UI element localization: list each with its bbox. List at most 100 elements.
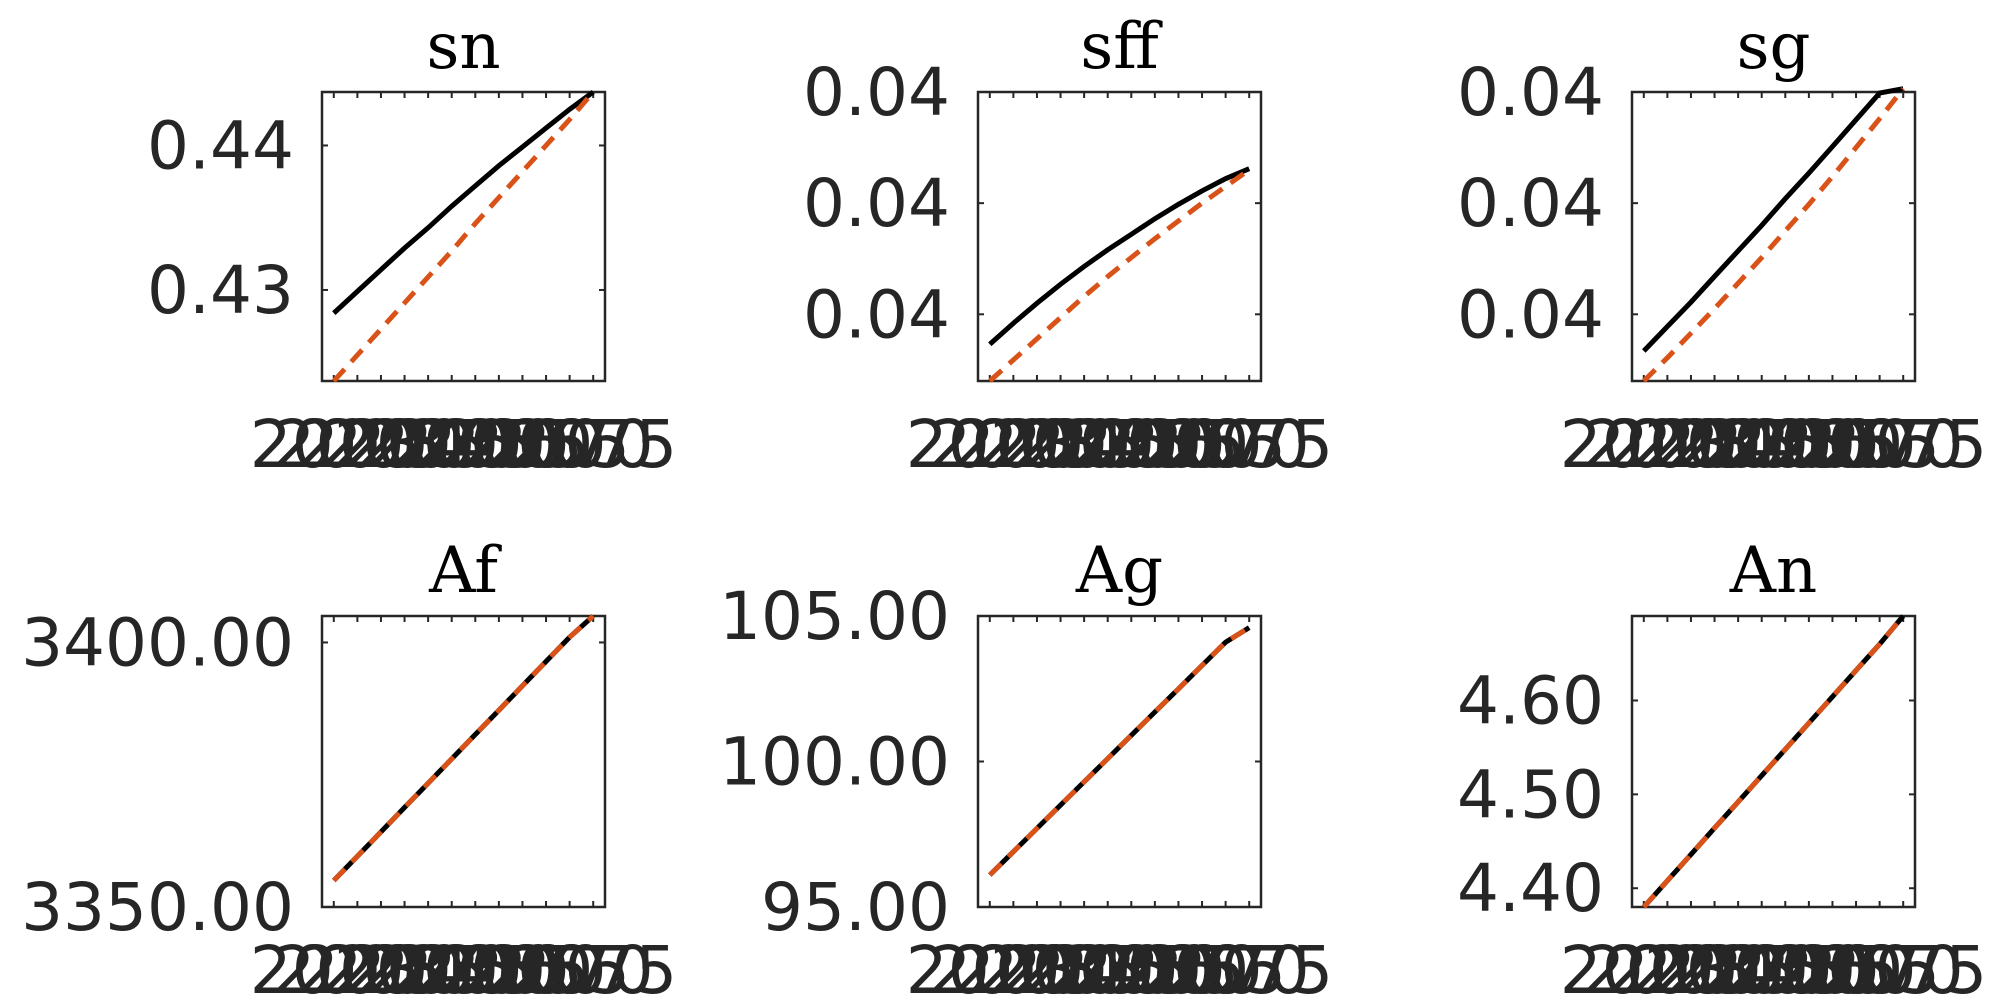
x-tick-label: 2075: [509, 932, 677, 1004]
series-line-dashed: [988, 625, 1251, 877]
series-line-dashed: [1642, 87, 1906, 383]
x-tick-label: 2045: [1678, 932, 1846, 1004]
x-tick-label: 2040: [1000, 932, 1168, 1004]
x-tick-label: 2030: [1607, 932, 1775, 1004]
x-tick-label: 2025: [273, 932, 441, 1004]
y-tick-label: 0.43: [147, 252, 294, 329]
subplot-title: Af: [428, 534, 502, 608]
x-tick-label: 2030: [1607, 406, 1775, 483]
x-tick-label: 2070: [486, 932, 654, 1004]
x-tick-label: 2020: [906, 932, 1074, 1004]
subplot-title: An: [1729, 534, 1817, 608]
y-tick-label: 0.04: [803, 276, 950, 353]
subplot-title: sff: [1080, 10, 1163, 84]
x-tick-label: 2050: [1047, 406, 1215, 483]
x-tick-label: 2020: [250, 406, 418, 483]
x-tick-label: 2035: [977, 932, 1145, 1004]
x-tick-label: 2045: [368, 932, 536, 1004]
x-tick-label: 2060: [1094, 932, 1262, 1004]
x-tick-label: 2070: [486, 406, 654, 483]
x-tick-label: 2060: [1094, 406, 1262, 483]
y-tick-label: 105.00: [719, 578, 950, 655]
x-tick-label: 2060: [438, 406, 606, 483]
axes-box: [320, 614, 607, 909]
subplot-title: sg: [1737, 10, 1811, 84]
x-tick-label: 2025: [1583, 406, 1751, 483]
x-tick-label: 2020: [1560, 406, 1728, 483]
x-tick-label: 2035: [321, 406, 489, 483]
x-tick-label: 2050: [391, 932, 559, 1004]
x-tick-label: 2050: [1047, 932, 1215, 1004]
subplot-sn: 2020202520302035204020452050205520602065…: [147, 10, 677, 483]
x-tick-label: 2070: [1142, 406, 1310, 483]
x-tick-label: 2020: [906, 406, 1074, 483]
x-tick-label: 2030: [953, 406, 1121, 483]
subplot-an: 2020202520302035204020452050205520602065…: [1457, 534, 1987, 1004]
x-tick-label: 2035: [1631, 406, 1799, 483]
x-tick-label: 2075: [1819, 406, 1987, 483]
subplot-af: 2020202520302035204020452050205520602065…: [21, 534, 677, 1004]
x-tick-label: 2040: [344, 932, 512, 1004]
x-tick-label: 2075: [509, 406, 677, 483]
y-tick-label: 4.60: [1457, 662, 1604, 739]
x-tick-label: 2055: [415, 932, 583, 1004]
x-tick-label: 2045: [1024, 406, 1192, 483]
x-tick-label: 2065: [1118, 932, 1286, 1004]
x-tick-label: 2055: [1725, 406, 1893, 483]
x-tick-label: 2040: [344, 406, 512, 483]
x-tick-label: 2045: [368, 406, 536, 483]
y-tick-label: 95.00: [761, 869, 950, 946]
x-tick-label: 2070: [1796, 932, 1964, 1004]
x-tick-label: 2020: [250, 932, 418, 1004]
x-tick-label: 2045: [1678, 406, 1846, 483]
subplot-title: Ag: [1075, 534, 1163, 608]
x-tick-label: 2075: [1165, 406, 1333, 483]
x-tick-label: 2045: [1024, 932, 1192, 1004]
x-tick-label: 2040: [1654, 932, 1822, 1004]
y-tick-label: 0.04: [1457, 165, 1604, 242]
x-tick-label: 2065: [462, 932, 630, 1004]
y-tick-label: 0.04: [1457, 276, 1604, 353]
subplot-ag: 2020202520302035204020452050205520602065…: [719, 534, 1333, 1004]
x-tick-label: 2025: [273, 406, 441, 483]
x-tick-label: 2065: [462, 406, 630, 483]
x-tick-label: 2030: [297, 406, 465, 483]
x-tick-label: 2055: [1725, 932, 1893, 1004]
x-tick-label: 2025: [929, 932, 1097, 1004]
y-tick-label: 0.04: [803, 165, 950, 242]
x-tick-label: 2065: [1772, 932, 1940, 1004]
x-tick-label: 2070: [1796, 406, 1964, 483]
series-line-dashed: [988, 167, 1251, 383]
y-tick-label: 100.00: [719, 724, 950, 801]
y-tick-label: 3400.00: [21, 604, 294, 681]
axes-box: [976, 90, 1263, 383]
x-tick-label: 2025: [929, 406, 1097, 483]
axes-box: [1630, 90, 1917, 383]
x-tick-label: 2050: [1701, 406, 1869, 483]
subplot-sff: 2020202520302035204020452050205520602065…: [803, 10, 1333, 483]
subplot-title: sn: [426, 10, 500, 84]
series-line-solid: [988, 166, 1251, 347]
x-tick-label: 2075: [1819, 932, 1987, 1004]
y-tick-label: 0.04: [1457, 54, 1604, 131]
series-line-dashed: [332, 614, 595, 883]
y-tick-label: 4.40: [1457, 850, 1604, 927]
x-tick-label: 2020: [1560, 932, 1728, 1004]
x-tick-label: 2055: [1071, 932, 1239, 1004]
x-tick-label: 2035: [977, 406, 1145, 483]
x-tick-label: 2060: [438, 932, 606, 1004]
x-tick-label: 2040: [1000, 406, 1168, 483]
x-tick-label: 2025: [1583, 932, 1751, 1004]
series-line-solid: [332, 89, 595, 315]
y-tick-label: 0.44: [147, 107, 294, 184]
x-tick-label: 2050: [391, 406, 559, 483]
x-tick-label: 2030: [297, 932, 465, 1004]
x-tick-label: 2050: [1701, 932, 1869, 1004]
x-tick-label: 2035: [321, 932, 489, 1004]
x-tick-label: 2060: [1748, 406, 1916, 483]
axes-box: [976, 614, 1263, 909]
x-tick-label: 2070: [1142, 932, 1310, 1004]
subplot-sg: 2020202520302035204020452050205520602065…: [1457, 10, 1987, 483]
x-tick-label: 2030: [953, 932, 1121, 1004]
